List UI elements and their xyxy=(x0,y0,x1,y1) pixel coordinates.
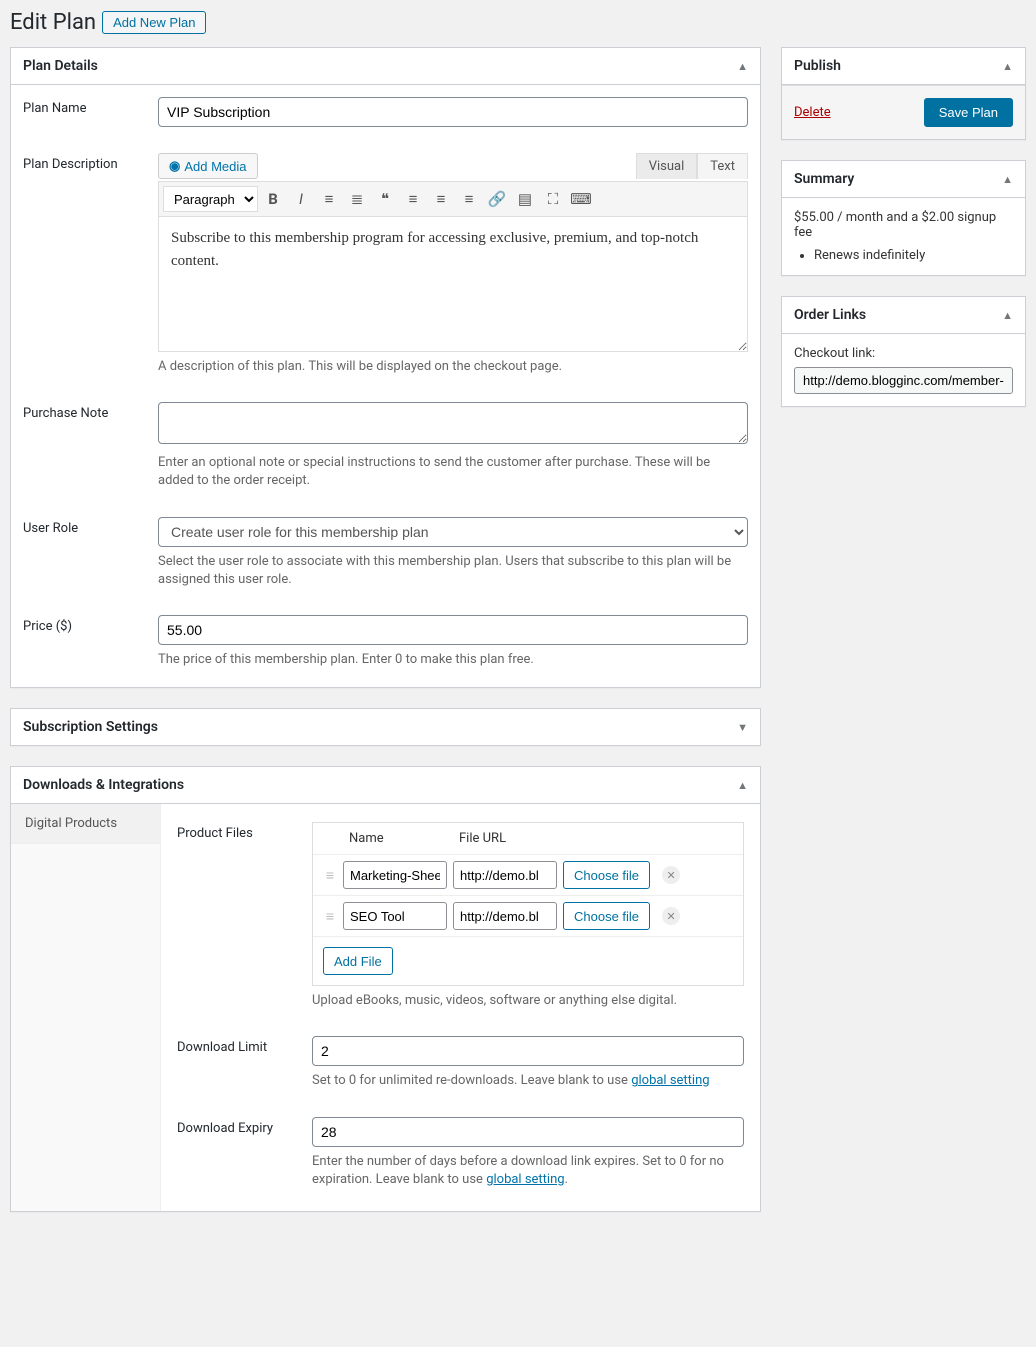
align-right-icon[interactable]: ≡ xyxy=(456,186,482,212)
italic-icon[interactable]: I xyxy=(288,186,314,212)
publish-title: Publish xyxy=(794,58,841,74)
downloads-title: Downloads & Integrations xyxy=(23,777,184,793)
bullet-list-icon[interactable]: ≡ xyxy=(316,186,342,212)
collapse-icon[interactable]: ▲ xyxy=(737,779,748,792)
collapse-icon[interactable]: ▲ xyxy=(1002,173,1013,186)
remove-file-icon[interactable]: ✕ xyxy=(662,866,680,884)
purchase-note-label: Purchase Note xyxy=(23,402,158,490)
col-url: File URL xyxy=(459,831,559,846)
align-center-icon[interactable]: ≡ xyxy=(428,186,454,212)
collapse-icon[interactable]: ▲ xyxy=(737,60,748,73)
file-url-input[interactable] xyxy=(453,861,557,889)
product-files-table: Name File URL ≡ Choose file ✕ xyxy=(312,822,744,986)
remove-file-icon[interactable]: ✕ xyxy=(662,907,680,925)
download-expiry-label: Download Expiry xyxy=(177,1117,312,1189)
description-editor[interactable]: Subscribe to this membership program for… xyxy=(158,217,748,352)
link-icon[interactable]: 🔗 xyxy=(484,186,510,212)
summary-line: $55.00 / month and a $2.00 signup fee xyxy=(794,210,1013,240)
order-links-panel: Order Links ▲ Checkout link: xyxy=(781,296,1026,407)
plan-details-panel: Plan Details ▲ Plan Name Plan Descriptio… xyxy=(10,47,761,688)
blockquote-icon[interactable]: ❝ xyxy=(372,186,398,212)
global-setting-link[interactable]: global setting xyxy=(631,1073,709,1088)
keyboard-icon[interactable]: ⌨ xyxy=(568,186,594,212)
checkout-link-input[interactable] xyxy=(794,367,1013,394)
summary-panel: Summary ▲ $55.00 / month and a $2.00 sig… xyxy=(781,160,1026,276)
delete-link[interactable]: Delete xyxy=(794,105,831,120)
media-icon: ◉ xyxy=(169,158,180,174)
global-setting-link[interactable]: global setting xyxy=(486,1172,564,1187)
editor-toolbar: Paragraph B I ≡ ≣ ❝ ≡ ≡ ≡ 🔗 ▤ xyxy=(158,181,748,217)
publish-panel: Publish ▲ Delete Save Plan xyxy=(781,47,1026,140)
subscription-settings-title: Subscription Settings xyxy=(23,719,158,735)
expand-icon[interactable]: ▼ xyxy=(737,721,748,734)
tab-text[interactable]: Text xyxy=(697,153,748,179)
price-help: The price of this membership plan. Enter… xyxy=(158,651,748,669)
subscription-settings-panel: Subscription Settings ▼ xyxy=(10,708,761,746)
file-url-input[interactable] xyxy=(453,902,557,930)
drag-icon[interactable]: ≡ xyxy=(323,867,337,884)
purchase-note-help: Enter an optional note or special instru… xyxy=(158,454,748,490)
product-files-label: Product Files xyxy=(177,822,312,1010)
product-files-help: Upload eBooks, music, videos, software o… xyxy=(312,992,744,1010)
checkout-link-label: Checkout link: xyxy=(794,346,1013,361)
price-input[interactable] xyxy=(158,615,748,645)
summary-bullet: Renews indefinitely xyxy=(814,248,1013,263)
align-left-icon[interactable]: ≡ xyxy=(400,186,426,212)
plan-name-label: Plan Name xyxy=(23,97,158,127)
col-name: Name xyxy=(349,831,459,846)
plan-details-title: Plan Details xyxy=(23,58,98,74)
save-plan-button[interactable]: Save Plan xyxy=(924,98,1013,127)
plan-name-input[interactable] xyxy=(158,97,748,127)
fullscreen-icon[interactable]: ⛶ xyxy=(540,186,566,212)
file-name-input[interactable] xyxy=(343,861,447,889)
order-links-title: Order Links xyxy=(794,307,866,323)
download-expiry-input[interactable] xyxy=(312,1117,744,1147)
price-label: Price ($) xyxy=(23,615,158,669)
description-help: A description of this plan. This will be… xyxy=(158,358,748,376)
download-limit-input[interactable] xyxy=(312,1036,744,1066)
insert-more-icon[interactable]: ▤ xyxy=(512,186,538,212)
drag-icon[interactable]: ≡ xyxy=(323,908,337,925)
download-limit-label: Download Limit xyxy=(177,1036,312,1090)
numbered-list-icon[interactable]: ≣ xyxy=(344,186,370,212)
user-role-help: Select the user role to associate with t… xyxy=(158,553,748,589)
choose-file-button[interactable]: Choose file xyxy=(563,902,650,930)
add-file-button[interactable]: Add File xyxy=(323,947,393,975)
plan-description-label: Plan Description xyxy=(23,153,158,376)
collapse-icon[interactable]: ▲ xyxy=(1002,309,1013,322)
download-expiry-help: Enter the number of days before a downlo… xyxy=(312,1153,744,1189)
file-row: ≡ Choose file ✕ xyxy=(313,895,743,936)
downloads-panel: Downloads & Integrations ▲ Digital Produ… xyxy=(10,766,761,1212)
purchase-note-textarea[interactable] xyxy=(158,402,748,444)
bold-icon[interactable]: B xyxy=(260,186,286,212)
file-name-input[interactable] xyxy=(343,902,447,930)
tab-digital-products[interactable]: Digital Products xyxy=(11,804,160,844)
choose-file-button[interactable]: Choose file xyxy=(563,861,650,889)
add-media-button[interactable]: ◉ Add Media xyxy=(158,153,258,179)
format-select[interactable]: Paragraph xyxy=(163,186,258,212)
collapse-icon[interactable]: ▲ xyxy=(1002,60,1013,73)
page-title: Edit Plan xyxy=(10,10,96,35)
user-role-select[interactable]: Create user role for this membership pla… xyxy=(158,517,748,547)
summary-title: Summary xyxy=(794,171,854,187)
tab-visual[interactable]: Visual xyxy=(636,153,698,179)
file-row: ≡ Choose file ✕ xyxy=(313,854,743,895)
user-role-label: User Role xyxy=(23,517,158,589)
download-limit-help: Set to 0 for unlimited re-downloads. Lea… xyxy=(312,1072,744,1090)
add-new-plan-button[interactable]: Add New Plan xyxy=(102,11,206,34)
